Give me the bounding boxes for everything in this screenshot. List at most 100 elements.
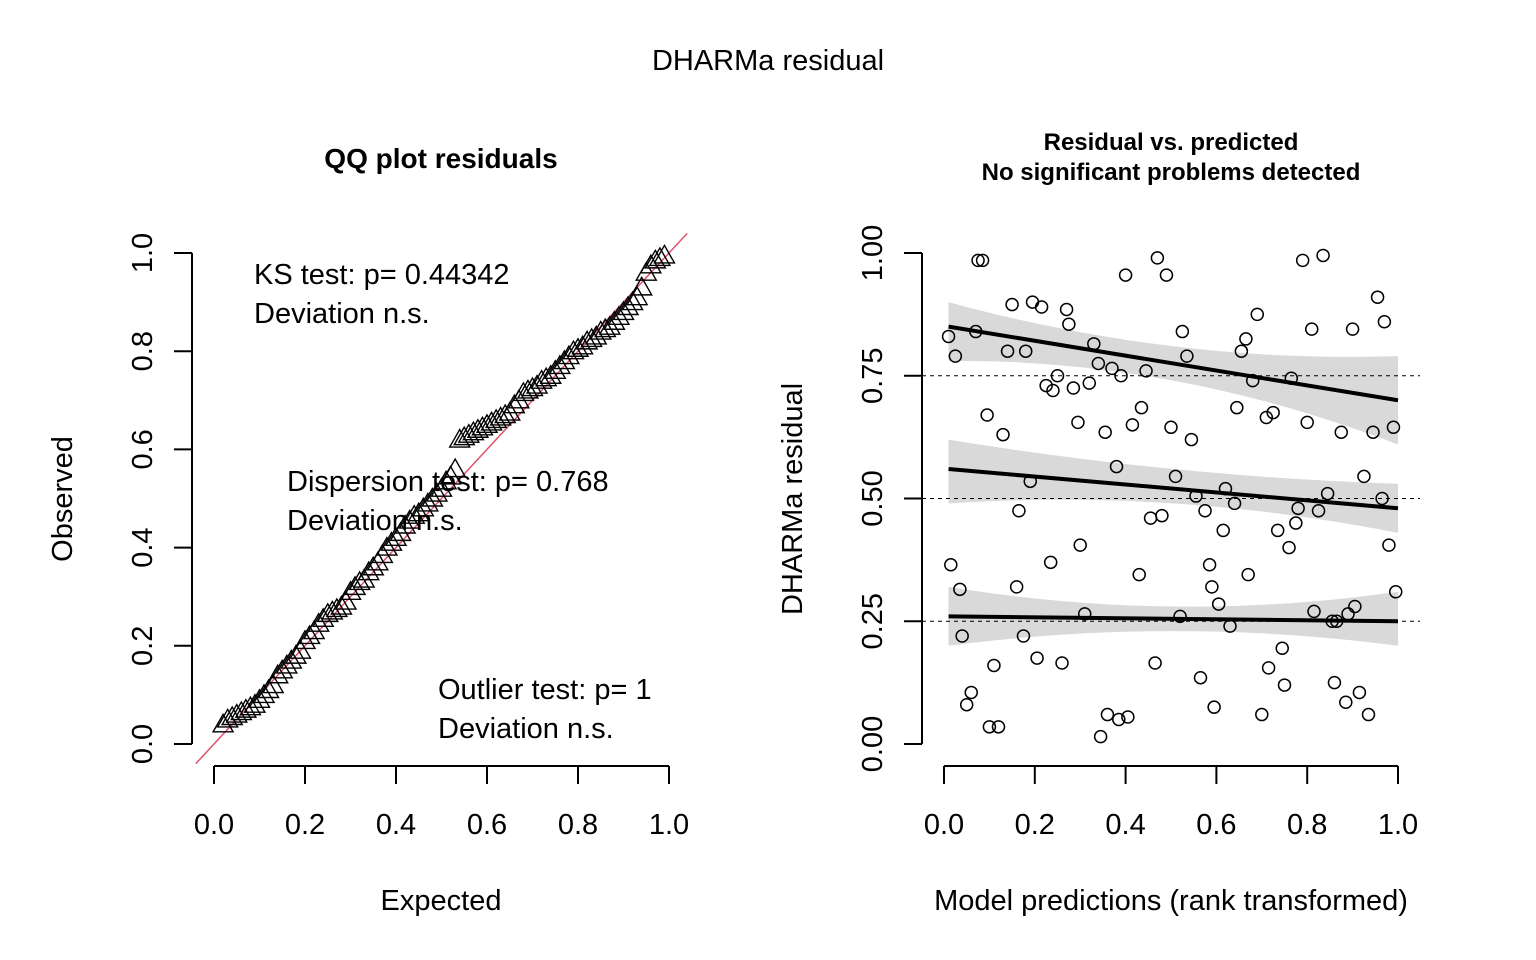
resid-point: [1109, 459, 1124, 474]
resid-point: [1341, 607, 1355, 621]
qq-point: [416, 491, 440, 512]
resid-x-tick-label: 0.4: [1105, 809, 1145, 841]
resid-point: [1082, 376, 1097, 390]
resid-point: [955, 629, 969, 643]
qq-point: [603, 310, 626, 330]
qq-point: [553, 349, 576, 370]
qq-point: [639, 253, 663, 274]
resid-point: [1216, 523, 1230, 538]
resid-xlabel: Model predictions (rank transformed): [934, 885, 1408, 917]
resid-point: [987, 658, 1001, 673]
resid-point: [1050, 369, 1065, 383]
qq-point: [503, 393, 526, 414]
resid-point: [975, 253, 990, 268]
resid-point: [1366, 425, 1380, 439]
qq-point: [321, 600, 344, 620]
qq-point: [375, 536, 399, 556]
resid-point: [1112, 712, 1126, 727]
resid-point: [1168, 469, 1183, 484]
resid-point: [1189, 489, 1203, 503]
qq-point: [248, 688, 271, 709]
resid-point: [1046, 383, 1060, 398]
resid-point: [1180, 349, 1194, 363]
qq-point: [211, 712, 235, 733]
resid-point: [982, 720, 997, 734]
qq-point: [566, 337, 590, 357]
qq-point: [648, 246, 672, 267]
dispersion-test-line2: Deviation n.s.: [287, 505, 463, 537]
resid-point: [1009, 580, 1024, 594]
resid-point: [1270, 523, 1285, 538]
resid-point: [1291, 501, 1305, 516]
qq-point: [239, 695, 262, 716]
resid-point: [1121, 710, 1135, 724]
resid-point: [944, 558, 958, 572]
resid-y-tick-label: 0.00: [857, 716, 889, 772]
resid-point: [1227, 496, 1242, 511]
qq-ylabel: Observed: [47, 436, 79, 562]
qq-point: [334, 590, 358, 610]
resid-point: [971, 253, 985, 268]
resid-point: [1284, 371, 1299, 385]
qq-point: [393, 514, 417, 534]
qq-point: [362, 555, 385, 576]
qq-identity-line: [195, 232, 688, 765]
resid-point: [1005, 297, 1019, 312]
qq-point: [571, 334, 594, 355]
resid-point: [1277, 678, 1292, 692]
qq-point: [234, 698, 258, 718]
resid-point: [1012, 504, 1026, 518]
qq-point: [630, 275, 653, 296]
qq-point: [339, 580, 362, 600]
qq-point: [252, 683, 276, 704]
resid-point: [969, 324, 983, 339]
resid-ylabel: DHARMa residual: [777, 383, 809, 615]
qq-point: [434, 469, 458, 490]
resid-point: [1223, 619, 1237, 633]
resid-x-tick-label: 0.6: [1196, 809, 1236, 841]
resid-point: [1348, 599, 1362, 614]
resid-point: [1198, 504, 1212, 518]
resid-points: [941, 248, 1403, 744]
qq-point: [325, 597, 349, 618]
resid-x-tick-label: 0.8: [1287, 809, 1327, 841]
qq-point: [521, 376, 544, 397]
resid-point: [1143, 511, 1158, 525]
resid-point: [1275, 641, 1289, 656]
resid-point: [1245, 373, 1260, 388]
qq-point: [402, 504, 426, 524]
resid-point: [1202, 558, 1217, 572]
qq-point: [330, 595, 353, 615]
qq-axes: 0.0 0.2 0.4 0.6 0.8 1.0 0.0 0.2 0.4 0.6 0.8 1.0: [127, 233, 689, 841]
qq-point: [343, 575, 367, 596]
qq-x-tick-label: 0.8: [558, 809, 598, 841]
resid-point: [1193, 670, 1208, 685]
qq-point: [584, 325, 608, 345]
resid-point: [959, 697, 974, 712]
resid-y-tick-label: 0.25: [857, 593, 889, 649]
resid-point: [1339, 695, 1353, 710]
resid-axes: 0.0 0.2 0.4 0.6 0.8 1.0 0.00 0.25 0.50 0.75 1.00: [857, 225, 1418, 841]
resid-point: [1266, 405, 1280, 420]
qq-point: [516, 379, 540, 399]
qq-point: [525, 374, 549, 394]
resid-panel: Residual vs. predicted No significant pr…: [777, 129, 1420, 917]
qq-point: [243, 693, 267, 713]
resid-point: [941, 329, 956, 344]
resid-point: [1307, 604, 1321, 619]
resid-point: [1327, 675, 1342, 690]
resid-point: [1357, 469, 1371, 484]
qq-point: [384, 526, 408, 546]
ks-test-line1: KS test: p= 0.44342: [254, 259, 510, 291]
resid-point: [948, 349, 963, 363]
resid-point: [1043, 555, 1058, 570]
resid-point: [1077, 607, 1092, 621]
qq-point: [625, 285, 649, 306]
resid-point: [1139, 364, 1153, 378]
qq-x-tick-label: 0.6: [467, 809, 507, 841]
qq-point: [598, 315, 622, 335]
resid-point: [953, 582, 967, 597]
qq-xlabel: Expected: [381, 885, 502, 917]
resid-point: [1234, 344, 1249, 358]
resid-point: [1148, 656, 1162, 670]
